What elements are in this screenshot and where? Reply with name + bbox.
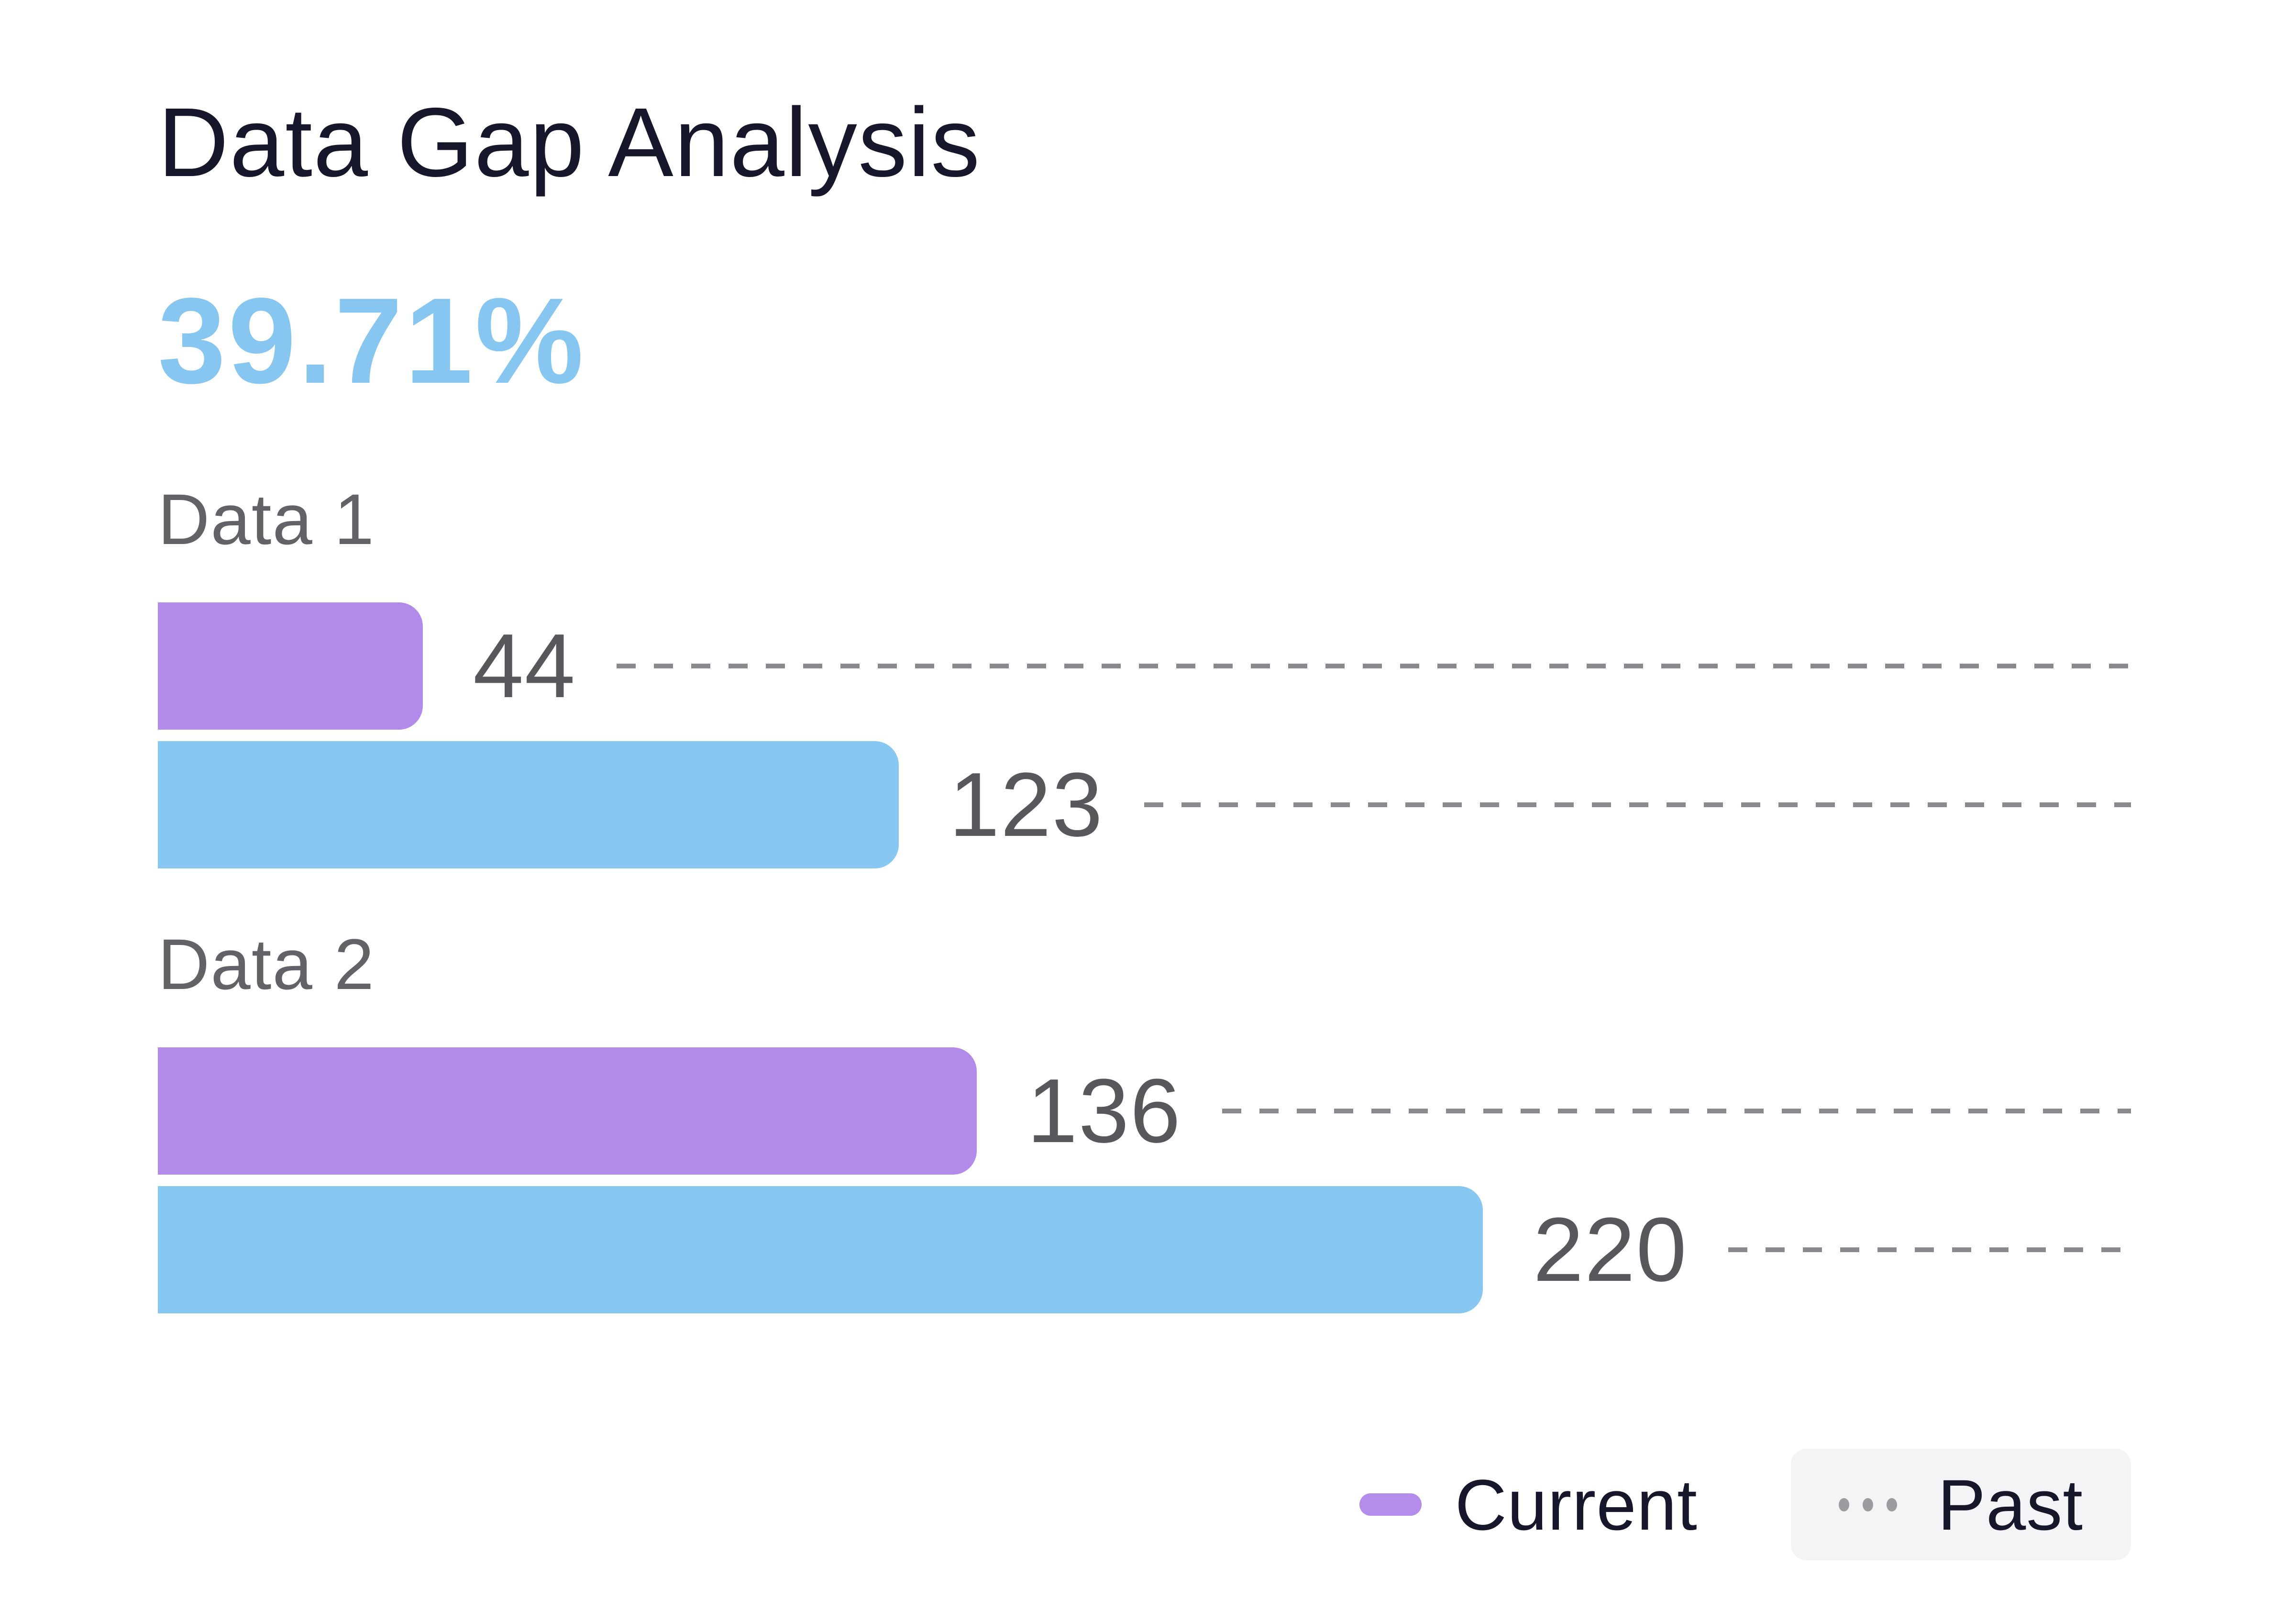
legend-item-past[interactable]: Past [1790, 1449, 2131, 1560]
past-bar [158, 741, 899, 868]
bar-value-label: 136 [1027, 1060, 1182, 1162]
category-label: Data 1 [158, 479, 375, 559]
bar-row-current: 44 [158, 602, 2131, 730]
dashed-leader-line [1728, 1247, 2131, 1252]
dashed-leader-line [617, 664, 2131, 668]
chart-legend: Current Past [158, 1449, 2131, 1560]
chart-group-data-1: Data 1 44 123 [158, 483, 2131, 868]
legend-label: Past [1937, 1464, 2083, 1545]
page-title: Data Gap Analysis [158, 88, 981, 197]
bar-row-past: 123 [158, 741, 2131, 868]
dashed-leader-line [1144, 802, 2131, 807]
past-bar [158, 1186, 1483, 1313]
bar-row-past: 220 [158, 1186, 2131, 1313]
dashed-leader-line [1222, 1109, 2131, 1113]
current-bar [158, 602, 423, 730]
bar-value-label: 123 [949, 754, 1104, 855]
current-swatch-icon [1359, 1493, 1422, 1516]
dashed-line-icon [1838, 1498, 1897, 1511]
current-bar [158, 1047, 977, 1175]
chart-group-data-2: Data 2 136 220 [158, 928, 2131, 1313]
legend-item-current[interactable]: Current [1359, 1469, 1698, 1541]
legend-label: Current [1455, 1464, 1698, 1545]
bar-value-label: 220 [1533, 1199, 1688, 1300]
category-label: Data 2 [158, 924, 375, 1004]
gap-percentage-metric: 39.71% [158, 273, 586, 409]
bar-value-label: 44 [473, 615, 576, 717]
bar-row-current: 136 [158, 1047, 2131, 1175]
